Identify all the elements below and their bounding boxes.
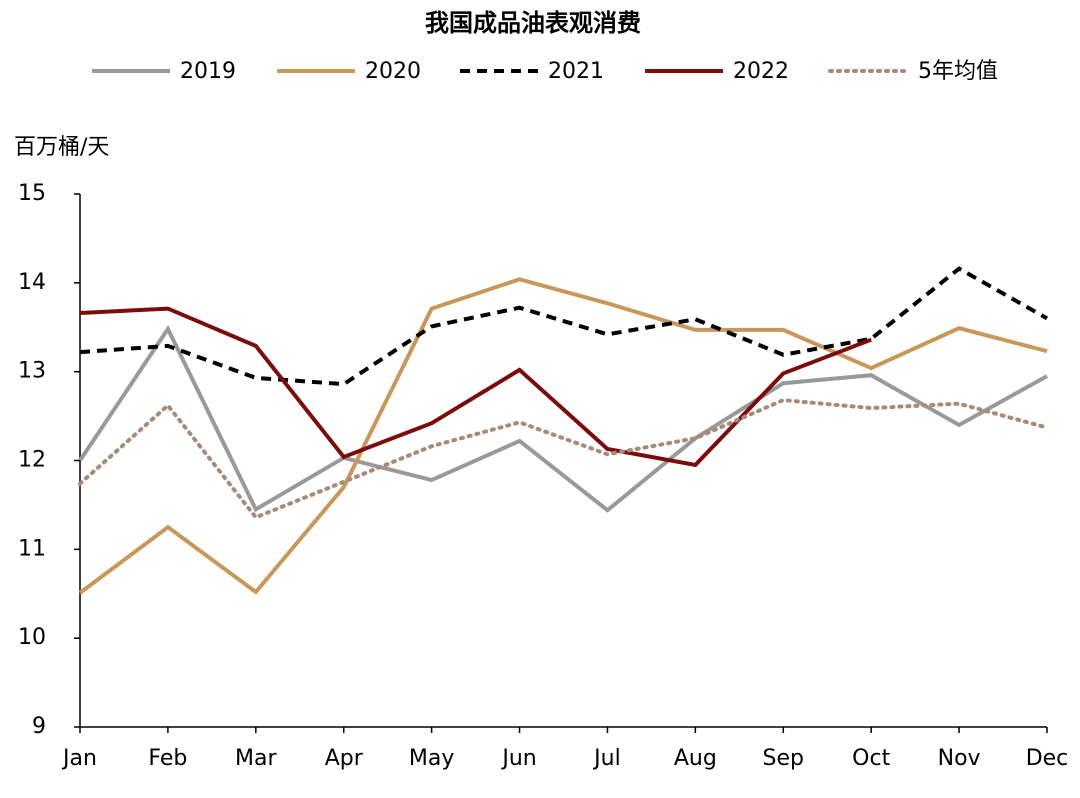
x-tick-label: Mar: [235, 746, 277, 771]
y-tick-label: 11: [18, 536, 46, 561]
y-tick-label: 14: [18, 270, 46, 295]
x-tick-label: Jun: [500, 746, 536, 771]
x-tick-label: Sep: [763, 746, 804, 771]
y-tick-label: 10: [18, 625, 46, 650]
x-tick-label: Aug: [674, 746, 717, 771]
x-tick-label: Oct: [852, 746, 890, 771]
y-axis-label: 百万桶/天: [14, 135, 109, 160]
y-tick-label: 12: [18, 448, 46, 473]
legend-label: 2022: [733, 59, 789, 84]
line-series: [78, 325, 1048, 513]
x-tick-label: May: [409, 746, 454, 771]
x-tick-label: Feb: [148, 746, 187, 771]
y-tick-label: 13: [18, 359, 46, 384]
line-series: [78, 398, 1049, 520]
x-tick-label: Dec: [1026, 746, 1069, 771]
legend-label: 2021: [548, 59, 604, 84]
line-series: [78, 277, 1048, 595]
chart-title: 我国成品油表观消费: [425, 9, 641, 37]
x-tick-label: Nov: [938, 746, 981, 771]
legend-label: 2020: [365, 59, 421, 84]
x-tick-label: Apr: [325, 746, 364, 771]
legend-label: 2019: [180, 59, 236, 84]
line-series: [79, 306, 872, 468]
y-tick-label: 15: [18, 181, 46, 206]
legend-label: 5年均值: [918, 59, 998, 84]
x-tick-label: Jul: [592, 746, 621, 771]
y-tick-label: 9: [32, 714, 46, 739]
x-tick-label: Jan: [61, 746, 97, 771]
line-series: [79, 266, 1048, 387]
